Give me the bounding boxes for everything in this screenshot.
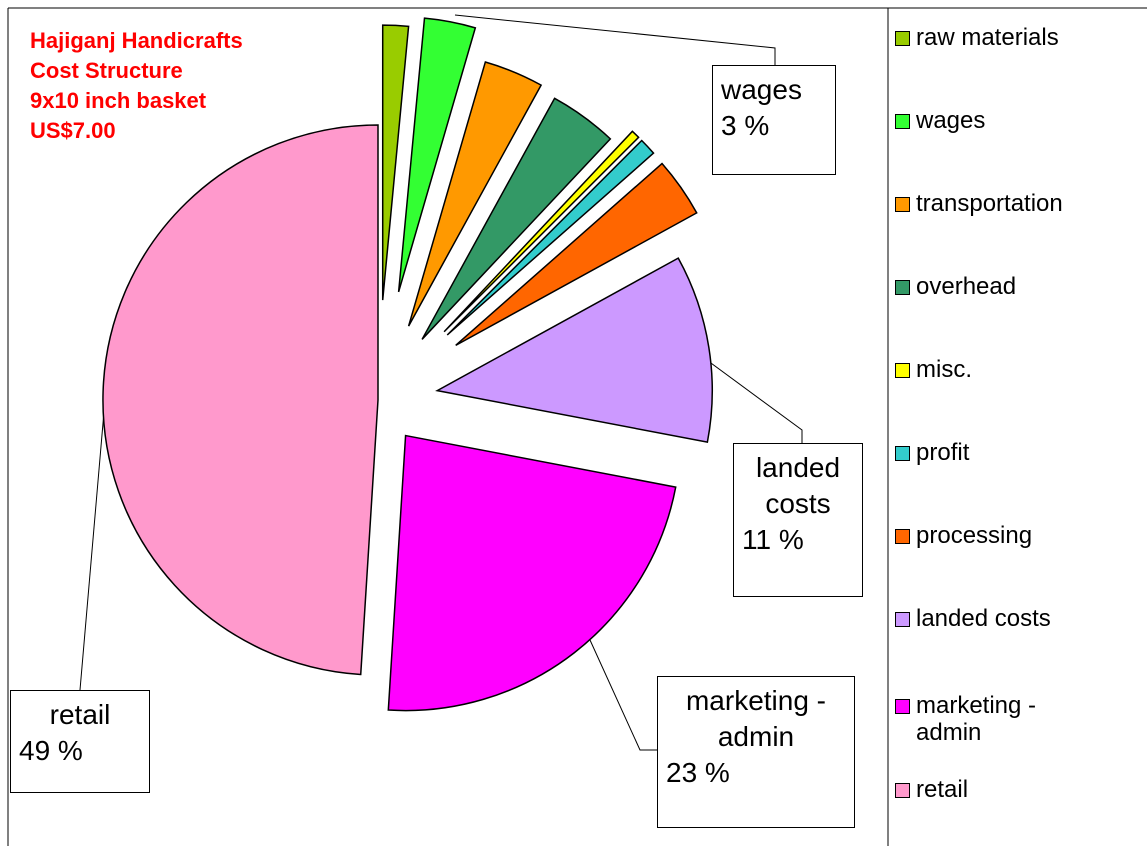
legend-item: wages bbox=[895, 107, 1135, 134]
legend-label: processing bbox=[916, 522, 1033, 549]
data-label: retail 49 % bbox=[10, 690, 150, 793]
legend-item: processing bbox=[895, 522, 1135, 549]
legend-swatch bbox=[895, 363, 910, 378]
legend-swatch bbox=[895, 699, 910, 714]
data-label-value: 11 % bbox=[742, 524, 804, 555]
pie-slice bbox=[435, 257, 714, 444]
data-label-name: wages bbox=[721, 74, 802, 105]
pie-slice bbox=[455, 162, 698, 347]
legend-label: misc. bbox=[916, 356, 972, 383]
leader-line bbox=[589, 639, 657, 751]
data-label: marketing - admin 23 % bbox=[657, 676, 855, 828]
legend-label: overhead bbox=[916, 273, 1017, 300]
title-line: Hajiganj Handicrafts bbox=[30, 28, 243, 53]
data-label-value: 3 % bbox=[721, 110, 770, 141]
legend-item: overhead bbox=[895, 273, 1135, 300]
legend-item: marketing - admin bbox=[895, 692, 1135, 746]
legend-item: retail bbox=[895, 776, 1135, 803]
title-line: Cost Structure bbox=[30, 58, 183, 83]
title-line: US$7.00 bbox=[30, 118, 116, 143]
pie-slice bbox=[397, 17, 477, 293]
legend-item: transportation bbox=[895, 190, 1135, 217]
legend-swatch bbox=[895, 197, 910, 212]
data-label-value: 49 % bbox=[19, 735, 83, 766]
chart-title: Hajiganj Handicrafts Cost Structure 9x10 i… bbox=[30, 26, 243, 146]
legend-label: transportation bbox=[916, 190, 1063, 217]
leader-line bbox=[79, 399, 106, 691]
title-line: 9x10 inch basket bbox=[30, 88, 207, 113]
legend-item: profit bbox=[895, 439, 1135, 466]
legend-label: wages bbox=[916, 107, 986, 134]
data-label: wages 3 % bbox=[712, 65, 836, 175]
leader-line bbox=[699, 354, 803, 443]
data-label-name: marketing - admin bbox=[685, 685, 827, 752]
legend-label: landed costs bbox=[916, 605, 1051, 632]
legend-swatch bbox=[895, 529, 910, 544]
legend-swatch bbox=[895, 446, 910, 461]
pie-slice bbox=[381, 24, 410, 301]
data-label-value: 23 % bbox=[666, 757, 730, 788]
pie-slice bbox=[421, 97, 612, 340]
legend-label: marketing - admin bbox=[916, 692, 1037, 746]
legend-swatch bbox=[895, 280, 910, 295]
legend-swatch bbox=[895, 114, 910, 129]
legend-swatch bbox=[895, 783, 910, 798]
pie-slice bbox=[443, 130, 640, 333]
legend-item: raw materials bbox=[895, 24, 1135, 51]
data-label-name: landed costs bbox=[755, 452, 841, 519]
legend-item: landed costs bbox=[895, 605, 1135, 632]
pie-slice bbox=[387, 434, 677, 712]
data-label: landed costs 11 % bbox=[733, 443, 863, 597]
legend-label: retail bbox=[916, 776, 969, 803]
legend-item: misc. bbox=[895, 356, 1135, 383]
legend-label: profit bbox=[916, 439, 970, 466]
legend-swatch bbox=[895, 612, 910, 627]
data-label-name: retail bbox=[49, 699, 111, 730]
pie-slice bbox=[407, 61, 543, 327]
pie-slice bbox=[102, 124, 379, 676]
legend-swatch bbox=[895, 31, 910, 46]
legend-label: raw materials bbox=[916, 24, 1059, 51]
pie bbox=[102, 17, 714, 712]
leader-line bbox=[454, 14, 776, 65]
pie-slice bbox=[446, 139, 655, 336]
